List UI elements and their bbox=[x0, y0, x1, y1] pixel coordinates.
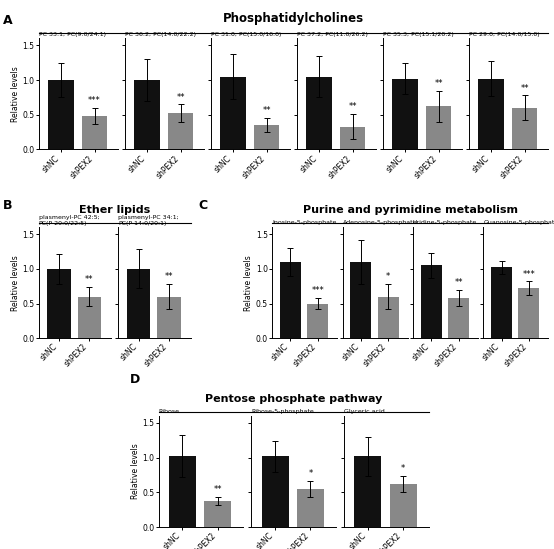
Bar bbox=[306, 77, 332, 149]
Text: PC 35:3; PC(15:1/20:2): PC 35:3; PC(15:1/20:2) bbox=[383, 32, 454, 37]
Text: Uridine-5-phosphate: Uridine-5-phosphate bbox=[413, 221, 477, 226]
Text: *: * bbox=[309, 469, 312, 478]
Text: **: ** bbox=[213, 485, 222, 494]
Text: PC 36:2; PC(14:0/22:2): PC 36:2; PC(14:0/22:2) bbox=[125, 32, 196, 37]
Y-axis label: Relative levels: Relative levels bbox=[11, 255, 20, 311]
Text: Ether lipids: Ether lipids bbox=[79, 205, 150, 215]
Bar bbox=[168, 114, 193, 149]
Bar bbox=[390, 484, 417, 527]
Text: PC 33:1; PC(9:0/24:1): PC 33:1; PC(9:0/24:1) bbox=[39, 32, 106, 37]
Text: Guanosine-5-phosphate: Guanosine-5-phosphate bbox=[483, 221, 554, 226]
Bar bbox=[491, 267, 512, 338]
Bar bbox=[48, 80, 74, 149]
Text: Ribose-5-phosphate: Ribose-5-phosphate bbox=[252, 409, 314, 414]
Text: Phosphatidylcholines: Phosphatidylcholines bbox=[223, 12, 364, 25]
Bar bbox=[478, 79, 504, 149]
Text: PC 29:0; PC(14:0/15:0): PC 29:0; PC(14:0/15:0) bbox=[469, 32, 540, 37]
Text: **: ** bbox=[85, 275, 94, 284]
Bar bbox=[157, 296, 181, 338]
Text: plasmenyl-PC 42:5;
PC(P-20:0/22:5): plasmenyl-PC 42:5; PC(P-20:0/22:5) bbox=[39, 215, 100, 226]
Text: C: C bbox=[198, 199, 207, 212]
Bar bbox=[426, 107, 452, 149]
Text: **: ** bbox=[165, 272, 173, 281]
Text: **: ** bbox=[520, 83, 529, 93]
Y-axis label: Relative levels: Relative levels bbox=[244, 255, 253, 311]
Bar bbox=[297, 489, 324, 527]
Bar bbox=[134, 80, 160, 149]
Bar bbox=[448, 298, 469, 338]
Text: **: ** bbox=[176, 93, 185, 102]
Text: Ribose: Ribose bbox=[158, 409, 179, 414]
Bar bbox=[350, 262, 371, 338]
Bar bbox=[512, 108, 537, 149]
Bar bbox=[127, 269, 150, 338]
Bar bbox=[340, 127, 365, 149]
Bar bbox=[355, 456, 381, 527]
Bar bbox=[307, 304, 328, 338]
Bar bbox=[169, 456, 196, 527]
Text: **: ** bbox=[434, 80, 443, 88]
Text: plasmenyl-PC 34:1;
PC(P-14:0/20:1): plasmenyl-PC 34:1; PC(P-14:0/20:1) bbox=[119, 215, 179, 226]
Text: *: * bbox=[401, 464, 406, 473]
Y-axis label: Relative levels: Relative levels bbox=[131, 444, 140, 500]
Text: Adenosine-5-phosphate: Adenosine-5-phosphate bbox=[342, 221, 417, 226]
Bar bbox=[254, 125, 279, 149]
Bar bbox=[78, 296, 101, 338]
Text: Glyceric acid: Glyceric acid bbox=[344, 409, 385, 414]
Text: *: * bbox=[386, 272, 390, 281]
Text: **: ** bbox=[348, 102, 357, 111]
Bar bbox=[280, 262, 301, 338]
Text: ***: *** bbox=[522, 270, 535, 278]
Text: Inosine-5-phosphate: Inosine-5-phosphate bbox=[272, 221, 336, 226]
Bar bbox=[220, 77, 246, 149]
Text: ***: *** bbox=[88, 96, 101, 105]
Text: D: D bbox=[130, 373, 141, 386]
Text: B: B bbox=[3, 199, 12, 212]
Text: A: A bbox=[3, 14, 12, 27]
Text: Pentose phosphate pathway: Pentose phosphate pathway bbox=[205, 394, 382, 404]
Bar bbox=[420, 265, 442, 338]
Bar bbox=[82, 116, 107, 149]
Y-axis label: Relative levels: Relative levels bbox=[11, 66, 20, 122]
Text: Purine and pyrimidine metabolism: Purine and pyrimidine metabolism bbox=[303, 205, 518, 215]
Text: PC 31:0; PC(15:0/16:0): PC 31:0; PC(15:0/16:0) bbox=[211, 32, 281, 37]
Text: ***: *** bbox=[311, 286, 324, 295]
Bar bbox=[392, 79, 418, 149]
Bar bbox=[204, 501, 231, 527]
Text: **: ** bbox=[454, 278, 463, 287]
Text: **: ** bbox=[262, 107, 271, 115]
Bar bbox=[48, 269, 70, 338]
Bar bbox=[519, 288, 540, 338]
Bar bbox=[261, 456, 289, 527]
Text: PC 37:2; PC(11:0/26:2): PC 37:2; PC(11:0/26:2) bbox=[297, 32, 368, 37]
Bar bbox=[378, 296, 398, 338]
